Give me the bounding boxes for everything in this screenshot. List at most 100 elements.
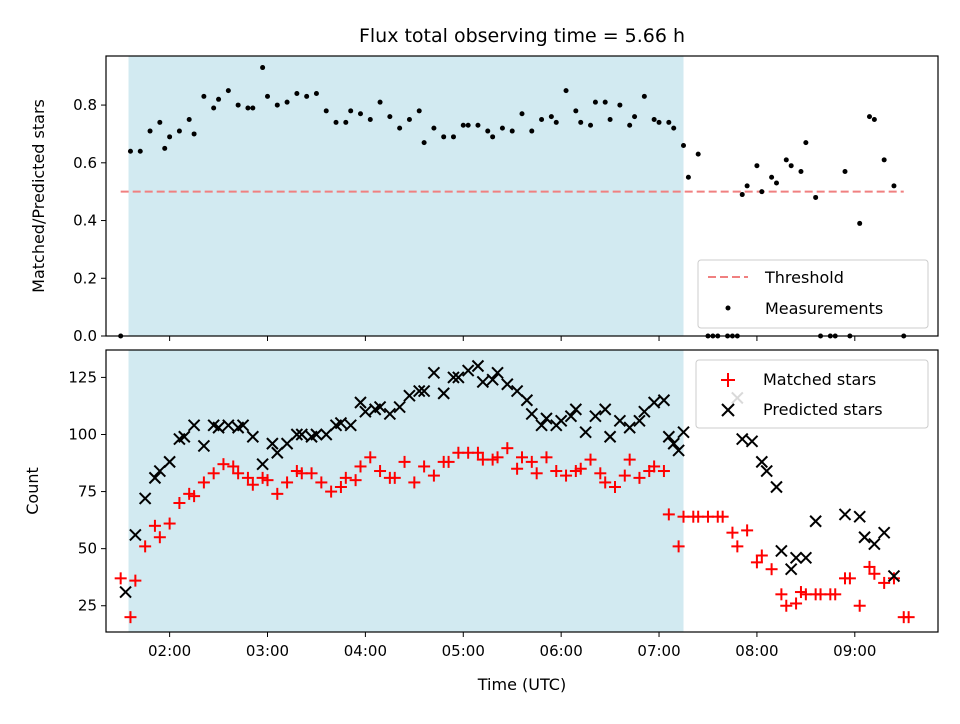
matched-star-point bbox=[878, 576, 891, 589]
measurement-point bbox=[406, 117, 412, 123]
predicted-star-point bbox=[452, 371, 465, 384]
matched-star-point bbox=[398, 455, 411, 468]
measurement-point bbox=[509, 128, 515, 134]
matched-star-point bbox=[540, 451, 553, 464]
matched-star-point bbox=[765, 563, 778, 576]
measurement-point bbox=[475, 122, 481, 128]
matched-star-point bbox=[124, 611, 137, 624]
matched-legend-label: Matched stars bbox=[763, 370, 876, 389]
matched-star-point bbox=[775, 588, 788, 601]
predicted-star-point bbox=[569, 403, 583, 416]
predicted-star-point bbox=[868, 537, 881, 551]
ratio-ytick-label: 0.4 bbox=[73, 212, 97, 230]
matched-star-point bbox=[315, 476, 328, 489]
measurement-point bbox=[578, 119, 584, 125]
predicted-star-point bbox=[256, 457, 269, 471]
predicted-star-point bbox=[501, 378, 514, 391]
predicted-star-point bbox=[359, 405, 372, 418]
measurement-point bbox=[813, 194, 819, 200]
measurement-point bbox=[421, 140, 427, 146]
measurement-point bbox=[602, 99, 608, 105]
predicted-star-point bbox=[290, 428, 304, 441]
predicted-star-point bbox=[672, 444, 685, 457]
measurement-point bbox=[685, 174, 691, 180]
measurement-point bbox=[553, 119, 559, 125]
matched-star-point bbox=[408, 476, 421, 489]
predicted-star-point bbox=[623, 421, 636, 434]
measurement-point bbox=[490, 134, 496, 140]
predicted-star-point bbox=[320, 428, 333, 441]
predicted-star-point bbox=[138, 492, 152, 505]
count-panel-xlabel: Time (UTC) bbox=[477, 675, 566, 694]
matched-star-point bbox=[560, 469, 573, 482]
predicted-star-point bbox=[486, 373, 499, 386]
predicted-star-point bbox=[657, 394, 671, 407]
matched-star-point bbox=[662, 508, 675, 521]
measurement-point bbox=[235, 102, 241, 108]
predicted-star-point bbox=[755, 455, 769, 469]
predicted-star-point bbox=[662, 430, 676, 443]
count-xtick-label: 05:00 bbox=[442, 642, 485, 660]
matched-star-point bbox=[349, 474, 362, 487]
measurement-point bbox=[333, 119, 339, 125]
matched-star-point bbox=[418, 460, 431, 473]
measurement-point bbox=[769, 174, 775, 180]
measurement-point bbox=[441, 134, 447, 140]
measurement-point bbox=[891, 183, 897, 189]
matched-star-point bbox=[868, 567, 881, 580]
measurement-point bbox=[881, 157, 887, 163]
measurement-point bbox=[563, 88, 569, 94]
predicted-star-point bbox=[677, 425, 690, 439]
predicted-star-point bbox=[212, 421, 225, 434]
predicted-star-point bbox=[129, 528, 142, 542]
measurement-point bbox=[607, 117, 613, 123]
predicted-star-point bbox=[736, 432, 749, 446]
predicted-star-point bbox=[178, 430, 191, 443]
matched-star-point bbox=[471, 446, 484, 459]
matched-star-point bbox=[188, 490, 201, 503]
matched-star-point bbox=[129, 574, 142, 587]
predicted-star-point bbox=[163, 455, 176, 469]
measurement-point bbox=[681, 142, 687, 148]
matched-star-point bbox=[716, 510, 729, 523]
matched-star-point bbox=[354, 460, 367, 473]
matched-star-point bbox=[139, 540, 152, 553]
matched-star-point bbox=[574, 462, 587, 475]
matched-star-point bbox=[863, 560, 876, 573]
measurement-point bbox=[739, 192, 745, 198]
measurement-point bbox=[201, 93, 207, 99]
measurement-point bbox=[548, 114, 554, 120]
matched-star-point bbox=[153, 531, 166, 544]
predicted-star-point bbox=[775, 544, 788, 558]
predicted-star-point bbox=[887, 569, 901, 583]
predicted-star-point bbox=[564, 410, 578, 423]
measurement-point bbox=[460, 122, 466, 128]
observing-window-shade bbox=[128, 56, 684, 336]
count-panel: 25 50 75 100 125 02:00 03:00 04:00 05:00 06:00 07… bbox=[23, 349, 939, 694]
matched-star-point bbox=[550, 465, 563, 478]
matched-star-point bbox=[623, 453, 636, 466]
ratio-ytick-label: 0.8 bbox=[73, 96, 97, 114]
measurement-point bbox=[357, 111, 363, 117]
matched-star-point bbox=[599, 476, 612, 489]
matched-star-point bbox=[530, 467, 543, 480]
measurement-point bbox=[450, 134, 456, 140]
predicted-star-point bbox=[770, 480, 783, 494]
predicted-star-point bbox=[246, 430, 260, 443]
predicted-star-point bbox=[461, 364, 475, 377]
predicted-star-point bbox=[667, 437, 680, 450]
measurement-point bbox=[225, 88, 231, 94]
measurement-point bbox=[127, 148, 133, 154]
matched-star-point bbox=[853, 599, 866, 612]
predicted-star-point bbox=[383, 407, 397, 421]
predicted-star-point bbox=[295, 428, 308, 441]
matched-star-point bbox=[232, 467, 245, 480]
matched-star-point bbox=[364, 451, 377, 464]
measurement-point bbox=[783, 157, 789, 163]
matched-star-point bbox=[741, 524, 754, 537]
measurement-point bbox=[871, 117, 877, 123]
predicted-star-point bbox=[119, 585, 132, 599]
measurement-point bbox=[348, 108, 354, 114]
measurement-point bbox=[367, 117, 373, 123]
measurement-point bbox=[397, 125, 403, 131]
